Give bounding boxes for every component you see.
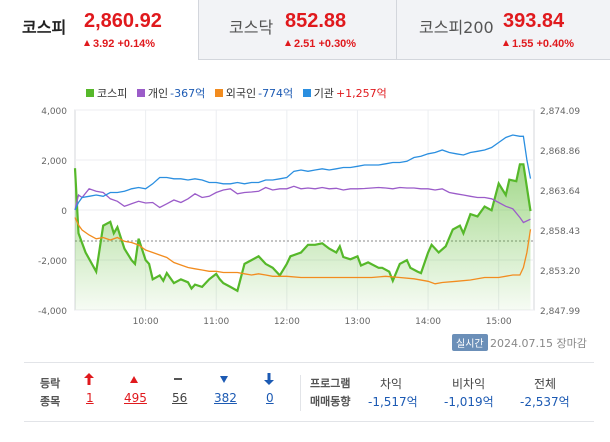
breadth-label-top: 등락 [40, 377, 61, 390]
legend-swatch-foreign [214, 89, 223, 97]
individual-line [74, 185, 531, 224]
tab-kospi200[interactable]: 코스피200 393.84 1.55 +0.40% [396, 0, 610, 60]
program-nonarbitrage-header: 비차익 [452, 377, 486, 391]
institution-line [74, 134, 532, 211]
y-left-tick-label: 2,000 [41, 157, 67, 167]
kospi-area [75, 164, 531, 310]
y-right-tick-label: 2,863.64 [540, 187, 580, 197]
legend-item-kospi[interactable]: 코스피 [86, 85, 127, 101]
y-left-tick-label: -2,000 [38, 257, 67, 267]
y-left-tick-label: 0 [61, 207, 67, 217]
tab-kospi200-change: 1.55 +0.40% [503, 38, 574, 50]
up-triangle-icon [84, 40, 90, 46]
tab-kosdaq[interactable]: 코스닥 852.88 2.51 +0.30% [198, 0, 396, 60]
tab-kospi200-name: 코스피200 [419, 18, 494, 37]
program-total-header: 전체 [534, 377, 557, 391]
plot-frame [74, 109, 535, 311]
breadth-label-bottom: 종목 [40, 395, 61, 408]
tab-kospi-value: 2,860.92 [84, 10, 162, 32]
program-label-top: 프로그램 [310, 377, 351, 390]
legend-item-individual[interactable]: 개인 -367억 [136, 85, 205, 101]
x-tick-label: 11:00 [203, 317, 229, 327]
up-triangle-icon [285, 40, 291, 46]
chart-series [73, 134, 532, 310]
chart-axes: 4,000 2,000 0 -2,000 -4,000 2,874.09 2,868.86 2… [38, 107, 580, 327]
index-tabs: 코스피 2,860.92 3.92 +0.14% 코스닥 852.88 2.51… [0, 0, 610, 60]
flat-dash-icon [174, 378, 182, 380]
x-tick-label: 12:00 [274, 317, 300, 327]
y-right-tick-label: 2,847.99 [540, 307, 580, 317]
limit-down-arrow-icon [264, 373, 274, 385]
tab-kospi[interactable]: 코스피 2,860.92 3.92 +0.14% [0, 0, 198, 60]
tab-kosdaq-change: 2.51 +0.30% [285, 38, 356, 50]
y-left-tick-label: 4,000 [41, 107, 67, 117]
market-date: 2024.07.15 장마감 [490, 337, 587, 350]
program-nonarbitrage-value: -1,019억 [444, 395, 494, 409]
y-right-tick-label: 2,868.86 [540, 147, 580, 157]
up-triangle-icon [503, 40, 509, 46]
tab-kospi-name: 코스피 [22, 18, 67, 37]
tab-kosdaq-name: 코스닥 [229, 18, 274, 37]
legend-swatch-institution [302, 89, 311, 97]
x-tick-label: 13:00 [344, 317, 370, 327]
program-total-value: -2,537억 [520, 395, 570, 409]
down-count[interactable]: 382 [214, 391, 237, 405]
legend-swatch-kospi [86, 89, 94, 97]
legend-item-foreign[interactable]: 외국인 -774억 [214, 85, 293, 101]
limit-up-arrow-icon [84, 373, 94, 385]
limit-down-count[interactable]: 0 [266, 391, 274, 405]
down-triangle-icon [220, 376, 228, 383]
legend-swatch-individual [136, 89, 145, 97]
x-tick-label: 14:00 [415, 317, 441, 327]
chart-legend: 코스피 개인 -367억 외국인 -774억 기관 +1,257억 [86, 85, 393, 101]
y-right-tick-label: 2,858.43 [540, 227, 580, 237]
tab-kospi-change: 3.92 +0.14% [84, 38, 155, 50]
market-summary: 등락 종목 1 495 56 382 0 프로그램 매매동향 차익 -1,517… [24, 362, 594, 422]
x-tick-label: 10:00 [133, 317, 159, 327]
realtime-tag[interactable]: 실시간 [452, 334, 488, 351]
flat-count[interactable]: 56 [172, 391, 188, 405]
tab-kospi200-value: 393.84 [503, 10, 565, 32]
summary-divider [300, 375, 301, 411]
tab-kosdaq-value: 852.88 [285, 10, 347, 32]
legend-item-institution[interactable]: 기관 +1,257억 [302, 85, 387, 101]
y-left-tick-label: -4,000 [38, 307, 67, 317]
kospi-line [73, 163, 532, 293]
limit-up-count[interactable]: 1 [86, 391, 94, 405]
program-arbitrage-value: -1,517억 [368, 395, 418, 409]
chart-grid [74, 109, 535, 311]
y-right-tick-label: 2,853.20 [540, 267, 580, 277]
y-right-tick-label: 2,874.09 [540, 107, 580, 117]
program-arbitrage-header: 차익 [380, 377, 403, 391]
foreign-line [74, 217, 532, 285]
up-count[interactable]: 495 [124, 391, 147, 405]
x-tick-label: 15:00 [486, 317, 512, 327]
up-triangle-icon [130, 376, 138, 383]
program-label-bottom: 매매동향 [310, 395, 351, 408]
